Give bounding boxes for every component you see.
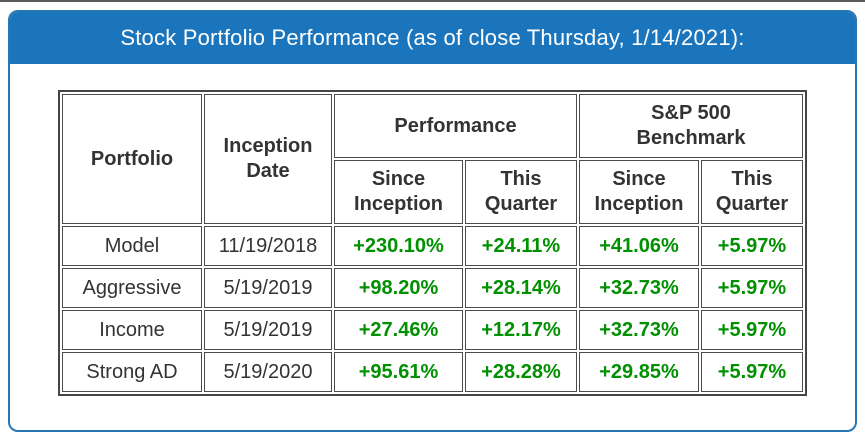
table-row-strong-ad: Strong AD 5/19/2020 +95.61% +28.28% +29.… xyxy=(62,352,803,392)
inception-date-cell: 5/19/2020 xyxy=(204,352,332,392)
sp500-since-inception-cell: +32.73% xyxy=(579,310,699,350)
sp500-this-quarter-cell: +5.97% xyxy=(701,226,803,266)
inception-date-cell: 11/19/2018 xyxy=(204,226,332,266)
header-performance-group: Performance xyxy=(334,94,577,158)
perf-this-quarter-cell: +28.14% xyxy=(465,268,577,308)
perf-since-inception-cell: +98.20% xyxy=(334,268,463,308)
portfolio-name-cell: Aggressive xyxy=(62,268,202,308)
header-portfolio: Portfolio xyxy=(62,94,202,224)
header-perf-since-inception: Since Inception xyxy=(334,160,463,224)
sp500-since-inception-cell: +41.06% xyxy=(579,226,699,266)
header-sp500-benchmark-group: S&P 500 Benchmark xyxy=(579,94,803,158)
sp500-since-inception-cell: +29.85% xyxy=(579,352,699,392)
top-divider xyxy=(0,0,865,2)
table-row-aggressive: Aggressive 5/19/2019 +98.20% +28.14% +32… xyxy=(62,268,803,308)
sp500-this-quarter-cell: +5.97% xyxy=(701,352,803,392)
panel-header-bar: Stock Portfolio Performance (as of close… xyxy=(10,12,855,64)
perf-since-inception-cell: +95.61% xyxy=(334,352,463,392)
perf-this-quarter-cell: +24.11% xyxy=(465,226,577,266)
sp500-this-quarter-cell: +5.97% xyxy=(701,310,803,350)
portfolio-performance-panel: Stock Portfolio Performance (as of close… xyxy=(8,10,857,432)
table-row-model: Model 11/19/2018 +230.10% +24.11% +41.06… xyxy=(62,226,803,266)
portfolio-name-cell: Model xyxy=(62,226,202,266)
perf-since-inception-cell: +230.10% xyxy=(334,226,463,266)
inception-date-cell: 5/19/2019 xyxy=(204,310,332,350)
panel-title: Stock Portfolio Performance (as of close… xyxy=(120,25,745,50)
sp500-this-quarter-cell: +5.97% xyxy=(701,268,803,308)
inception-date-cell: 5/19/2019 xyxy=(204,268,332,308)
perf-since-inception-cell: +27.46% xyxy=(334,310,463,350)
panel-body: Portfolio Inception Date Performance S&P… xyxy=(10,64,855,396)
header-sp500-since-inception: Since Inception xyxy=(579,160,699,224)
header-inception-date: Inception Date xyxy=(204,94,332,224)
table-header-sub-row: Since Inception This Quarter Since Incep… xyxy=(62,160,803,224)
portfolio-name-cell: Strong AD xyxy=(62,352,202,392)
table-header-group-row: Portfolio Inception Date Performance S&P… xyxy=(62,94,803,224)
table-row-income: Income 5/19/2019 +27.46% +12.17% +32.73%… xyxy=(62,310,803,350)
performance-table: Portfolio Inception Date Performance S&P… xyxy=(58,90,807,396)
perf-this-quarter-cell: +12.17% xyxy=(465,310,577,350)
header-perf-this-quarter: This Quarter xyxy=(465,160,577,224)
sp500-since-inception-cell: +32.73% xyxy=(579,268,699,308)
portfolio-name-cell: Income xyxy=(62,310,202,350)
perf-this-quarter-cell: +28.28% xyxy=(465,352,577,392)
header-sp500-this-quarter: This Quarter xyxy=(701,160,803,224)
